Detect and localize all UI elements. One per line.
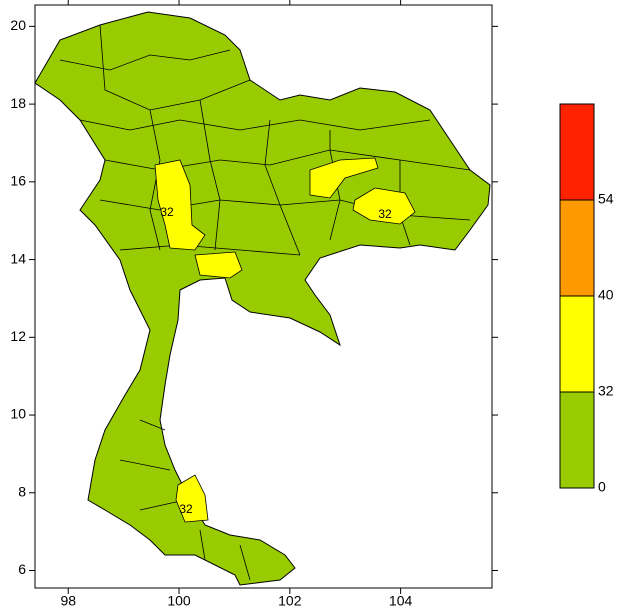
province-border <box>139 419 166 431</box>
colorbar-label: 40 <box>598 287 614 303</box>
plot-frame <box>34 4 493 589</box>
colorbar-band <box>559 391 595 489</box>
x-tick-label: 104 <box>389 593 413 609</box>
province-border <box>119 244 301 256</box>
contour-region <box>175 474 209 523</box>
y-tick-label: 10 <box>10 406 26 422</box>
y-tick-label: 16 <box>10 173 26 189</box>
province-border <box>264 119 301 256</box>
y-tick-label: 8 <box>18 483 26 499</box>
colorbar-label: 0 <box>598 479 606 495</box>
contour-label: 32 <box>160 205 174 219</box>
x-tick-label: 100 <box>167 593 191 609</box>
x-tick-label: 102 <box>278 593 302 609</box>
contour-region <box>309 157 379 199</box>
province-border <box>199 99 221 251</box>
colorbar-label: 54 <box>598 191 614 207</box>
province-border <box>119 459 171 471</box>
colorbar-band <box>559 295 595 393</box>
y-tick-label: 18 <box>10 95 26 111</box>
contour-region <box>352 187 416 225</box>
province-border <box>79 119 431 131</box>
y-tick-label: 6 <box>18 561 26 577</box>
map-area: 32 32 32 <box>34 11 491 586</box>
province-border <box>59 49 231 71</box>
y-tick-label: 14 <box>10 250 26 266</box>
province-border <box>149 109 161 251</box>
y-tick-label: 20 <box>10 17 26 33</box>
land <box>34 11 491 586</box>
contour-label: 32 <box>378 207 392 221</box>
colorbar-label: 32 <box>598 383 614 399</box>
province-border <box>239 544 251 581</box>
contour-region <box>194 251 243 279</box>
colorbar-band <box>559 103 595 201</box>
contour-region <box>154 159 206 251</box>
x-tick-label: 98 <box>60 593 76 609</box>
colorbar-band <box>559 199 595 297</box>
province-border <box>199 529 206 561</box>
contour-label: 32 <box>179 502 193 516</box>
y-tick-label: 12 <box>10 328 26 344</box>
